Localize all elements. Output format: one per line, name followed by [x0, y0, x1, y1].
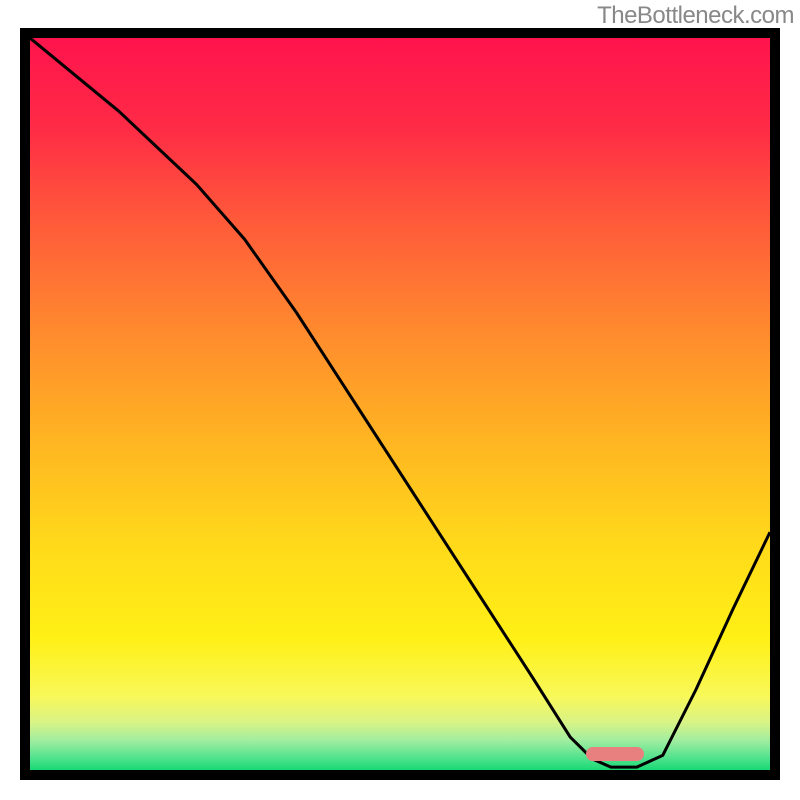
axis-left — [20, 28, 30, 780]
highlight-marker — [586, 747, 644, 761]
axis-right — [770, 28, 780, 780]
plot-area — [30, 38, 770, 770]
watermark-text: TheBottleneck.com — [597, 2, 794, 30]
axis-bottom — [20, 770, 780, 780]
chart-canvas: TheBottleneck.com — [0, 0, 800, 800]
curve-line — [30, 38, 770, 770]
